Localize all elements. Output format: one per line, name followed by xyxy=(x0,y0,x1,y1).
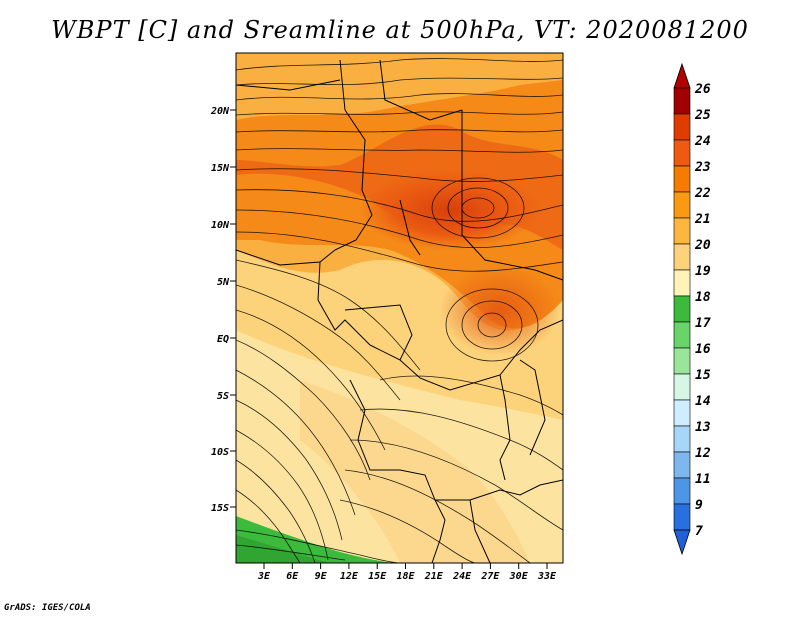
colorbar-swatch xyxy=(673,399,691,427)
colorbar-swatch xyxy=(673,139,691,167)
colorbar-label: 24 xyxy=(694,134,711,149)
lon-label: 6E xyxy=(286,571,299,582)
lat-label: 5N xyxy=(217,277,230,288)
colorbar-label: 25 xyxy=(694,108,711,123)
country-borders xyxy=(236,59,563,563)
lat-label: 10N xyxy=(211,220,230,231)
colorbar-swatch xyxy=(673,217,691,245)
grads-credit: GrADS: IGES/COLA xyxy=(4,603,91,613)
colorbar-label: 14 xyxy=(695,394,711,409)
colorbar-label: 13 xyxy=(695,420,711,435)
latitude-axis: 20N 15N 10N 5N EQ 5S 10S 15S xyxy=(210,106,236,514)
lat-label: 15S xyxy=(211,503,229,514)
lat-label: 15N xyxy=(211,163,230,174)
wbpt-shading xyxy=(236,53,563,563)
colorbar-swatch xyxy=(673,87,691,115)
lat-label: 20N xyxy=(210,106,230,117)
lon-label: 30E xyxy=(509,571,529,582)
colorbar-label: 26 xyxy=(694,82,711,97)
lon-label: 21E xyxy=(424,571,444,582)
colorbar-label: 12 xyxy=(695,446,711,461)
colorbar-bottom-arrow xyxy=(673,529,691,556)
colorbar-label: 23 xyxy=(694,160,711,175)
chart-title: WBPT [C] and Sreamline at 500hPa, VT: 20… xyxy=(51,16,749,44)
colorbar-label: 20 xyxy=(694,238,711,253)
lon-label: 27E xyxy=(480,571,500,582)
colorbar-swatch xyxy=(673,113,691,141)
colorbar-label: 17 xyxy=(695,316,711,331)
colorbar-swatch xyxy=(673,191,691,219)
lat-label: 5S xyxy=(217,391,229,402)
colorbar-label: 19 xyxy=(695,264,711,279)
streamlines xyxy=(236,58,563,563)
lon-label: 33E xyxy=(537,571,557,582)
colorbar-swatch xyxy=(673,425,691,453)
longitude-axis: 3E 6E 9E 12E 15E 18E 21E 24E 27E 30E 33E xyxy=(257,563,557,582)
colorbar-swatch xyxy=(673,451,691,479)
lon-label: 3E xyxy=(257,571,271,582)
colorbar-swatch xyxy=(673,243,691,271)
map-frame xyxy=(235,52,564,564)
colorbar: 26 25 24 23 22 21 20 19 18 17 16 15 14 13 12 11 9 7 xyxy=(673,62,711,556)
colorbar-swatch xyxy=(673,269,691,297)
lon-label: 15E xyxy=(368,571,387,582)
lon-label: 18E xyxy=(396,571,415,582)
colorbar-swatch xyxy=(673,347,691,375)
lon-label: 9E xyxy=(315,571,328,582)
colorbar-swatch xyxy=(673,165,691,193)
lon-label: 24E xyxy=(452,571,472,582)
colorbar-label: 16 xyxy=(695,342,711,357)
lat-label: 10S xyxy=(211,447,229,458)
colorbar-swatch xyxy=(673,295,691,323)
colorbar-top-arrow xyxy=(673,62,691,89)
colorbar-swatch xyxy=(673,321,691,349)
colorbar-swatch xyxy=(673,373,691,401)
colorbar-label: 18 xyxy=(695,290,711,305)
colorbar-label: 11 xyxy=(695,472,711,487)
colorbar-label: 9 xyxy=(695,498,703,513)
lon-label: 12E xyxy=(340,571,359,582)
lat-label: EQ xyxy=(217,334,229,345)
colorbar-label: 7 xyxy=(695,524,703,539)
colorbar-swatch xyxy=(673,503,691,531)
colorbar-swatch xyxy=(673,477,691,505)
colorbar-label: 22 xyxy=(694,186,711,201)
colorbar-label: 21 xyxy=(694,212,711,227)
colorbar-label: 15 xyxy=(695,368,711,383)
